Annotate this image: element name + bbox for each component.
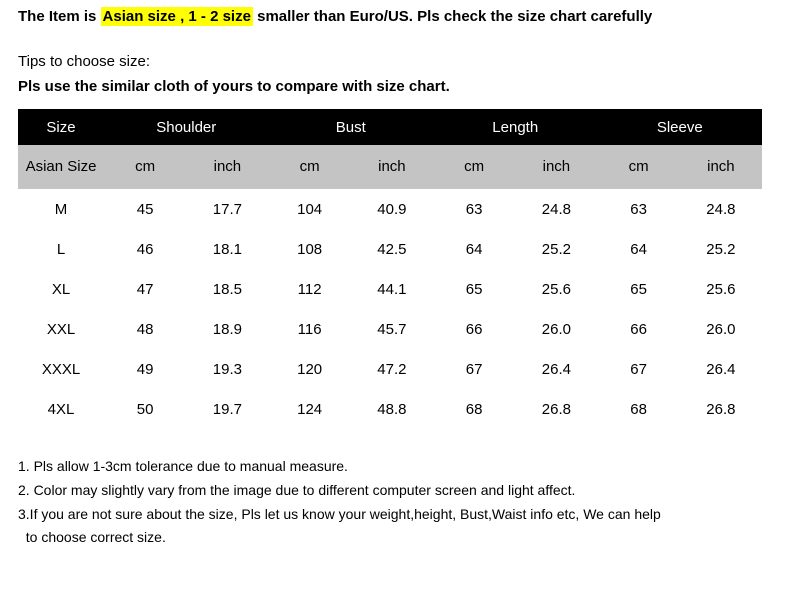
table-cell: 24.8: [680, 189, 762, 229]
table-cell: 68: [433, 389, 515, 429]
table-cell: XXL: [18, 309, 104, 349]
th-bust: Bust: [269, 109, 434, 145]
table-cell: 124: [269, 389, 351, 429]
table-cell: 65: [433, 269, 515, 309]
table-cell: 50: [104, 389, 186, 429]
table-cell: 24.8: [515, 189, 597, 229]
note-line: 1. Pls allow 1-3cm tolerance due to manu…: [18, 455, 782, 479]
th-unit: inch: [186, 145, 268, 189]
table-cell: 67: [598, 349, 680, 389]
table-cell: 26.0: [680, 309, 762, 349]
table-cell: 112: [269, 269, 351, 309]
table-cell: 44.1: [351, 269, 433, 309]
table-cell: 64: [598, 229, 680, 269]
table-cell: 48.8: [351, 389, 433, 429]
table-cell: M: [18, 189, 104, 229]
table-cell: XXXL: [18, 349, 104, 389]
table-cell: 18.1: [186, 229, 268, 269]
table-cell: 108: [269, 229, 351, 269]
table-cell: 65: [598, 269, 680, 309]
th-shoulder: Shoulder: [104, 109, 269, 145]
table-cell: XL: [18, 269, 104, 309]
table-cell: 26.4: [515, 349, 597, 389]
table-row: L4618.110842.56425.26425.2: [18, 229, 762, 269]
note-line: 3.If you are not sure about the size, Pl…: [18, 503, 782, 527]
top-warning: The Item is Asian size , 1 - 2 size smal…: [18, 8, 782, 25]
table-body: M4517.710440.96324.86324.8L4618.110842.5…: [18, 189, 762, 429]
table-header-main: Size Shoulder Bust Length Sleeve: [18, 109, 762, 145]
table-cell: 25.2: [680, 229, 762, 269]
th-asian-size: Asian Size: [18, 145, 104, 189]
table-cell: 45: [104, 189, 186, 229]
table-cell: 26.0: [515, 309, 597, 349]
table-cell: 68: [598, 389, 680, 429]
table-cell: 19.7: [186, 389, 268, 429]
table-cell: 116: [269, 309, 351, 349]
table-cell: 49: [104, 349, 186, 389]
table-cell: 66: [598, 309, 680, 349]
th-sleeve: Sleeve: [598, 109, 763, 145]
th-unit: cm: [433, 145, 515, 189]
th-unit: cm: [269, 145, 351, 189]
table-row: XXL4818.911645.76626.06626.0: [18, 309, 762, 349]
table-header-units: Asian Size cm inch cm inch cm inch cm in…: [18, 145, 762, 189]
table-row: XL4718.511244.16525.66525.6: [18, 269, 762, 309]
tips-heading: Tips to choose size:: [18, 53, 782, 70]
table-cell: 18.9: [186, 309, 268, 349]
table-cell: 25.2: [515, 229, 597, 269]
note-line: to choose correct size.: [18, 526, 782, 550]
table-row: XXXL4919.312047.26726.46726.4: [18, 349, 762, 389]
table-cell: 18.5: [186, 269, 268, 309]
table-cell: 17.7: [186, 189, 268, 229]
table-cell: 63: [433, 189, 515, 229]
notes-block: 1. Pls allow 1-3cm tolerance due to manu…: [18, 455, 782, 550]
th-unit: inch: [680, 145, 762, 189]
table-cell: 25.6: [680, 269, 762, 309]
table-cell: 104: [269, 189, 351, 229]
th-unit: cm: [598, 145, 680, 189]
table-cell: 46: [104, 229, 186, 269]
table-cell: 64: [433, 229, 515, 269]
table-cell: L: [18, 229, 104, 269]
table-cell: 19.3: [186, 349, 268, 389]
table-row: M4517.710440.96324.86324.8: [18, 189, 762, 229]
tips-instruction: Pls use the similar cloth of yours to co…: [18, 78, 782, 95]
table-cell: 42.5: [351, 229, 433, 269]
table-cell: 120: [269, 349, 351, 389]
table-cell: 26.4: [680, 349, 762, 389]
table-cell: 47.2: [351, 349, 433, 389]
note-line: 2. Color may slightly vary from the imag…: [18, 479, 782, 503]
table-cell: 48: [104, 309, 186, 349]
table-cell: 26.8: [515, 389, 597, 429]
th-unit: cm: [104, 145, 186, 189]
top-suffix: smaller than Euro/US. Pls check the size…: [253, 8, 652, 25]
table-row: 4XL5019.712448.86826.86826.8: [18, 389, 762, 429]
table-cell: 63: [598, 189, 680, 229]
table-cell: 47: [104, 269, 186, 309]
th-unit: inch: [515, 145, 597, 189]
top-highlight: Asian size , 1 - 2 size: [101, 7, 253, 26]
table-cell: 25.6: [515, 269, 597, 309]
th-length: Length: [433, 109, 598, 145]
th-unit: inch: [351, 145, 433, 189]
top-prefix: The Item is: [18, 8, 101, 25]
table-cell: 40.9: [351, 189, 433, 229]
th-size: Size: [18, 109, 104, 145]
table-cell: 66: [433, 309, 515, 349]
table-cell: 4XL: [18, 389, 104, 429]
size-chart-table: Size Shoulder Bust Length Sleeve Asian S…: [18, 109, 762, 429]
table-cell: 45.7: [351, 309, 433, 349]
table-cell: 67: [433, 349, 515, 389]
table-cell: 26.8: [680, 389, 762, 429]
